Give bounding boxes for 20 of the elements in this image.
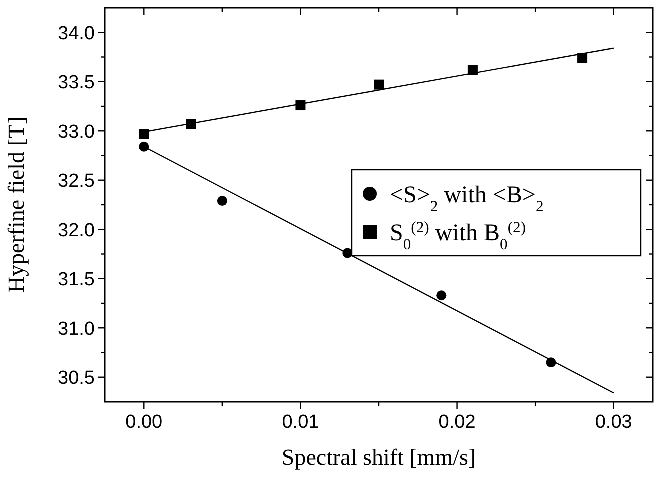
y-tick-label: 30.5 — [58, 368, 95, 390]
point — [436, 290, 447, 301]
point — [139, 142, 150, 152]
legend-label: <S>$_{2}$ with <B>$_{2}$ — [390, 182, 544, 215]
point — [374, 80, 384, 90]
y-tick-label: 33.5 — [58, 72, 95, 94]
y-tick-label: 34.0 — [58, 23, 95, 44]
x-tick-label: 0.01 — [282, 412, 320, 433]
point — [217, 196, 228, 206]
x-tick-label: 0.00 — [126, 412, 163, 433]
x-axis-title: Spectral shift [mm/s] — [282, 445, 476, 470]
x-tick-label: 0.03 — [595, 412, 632, 433]
y-tick-label: 32.0 — [58, 220, 95, 242]
y-tick-label: 32.5 — [58, 171, 95, 192]
x-tick-label: 0.02 — [438, 412, 476, 433]
y-axis-title: Hyperfine field [T] — [4, 116, 29, 294]
y-tick-label: 31.0 — [58, 318, 95, 340]
y-tick-label: 31.5 — [58, 270, 95, 291]
y-tick-label: 33.0 — [58, 122, 95, 143]
point — [139, 129, 150, 140]
